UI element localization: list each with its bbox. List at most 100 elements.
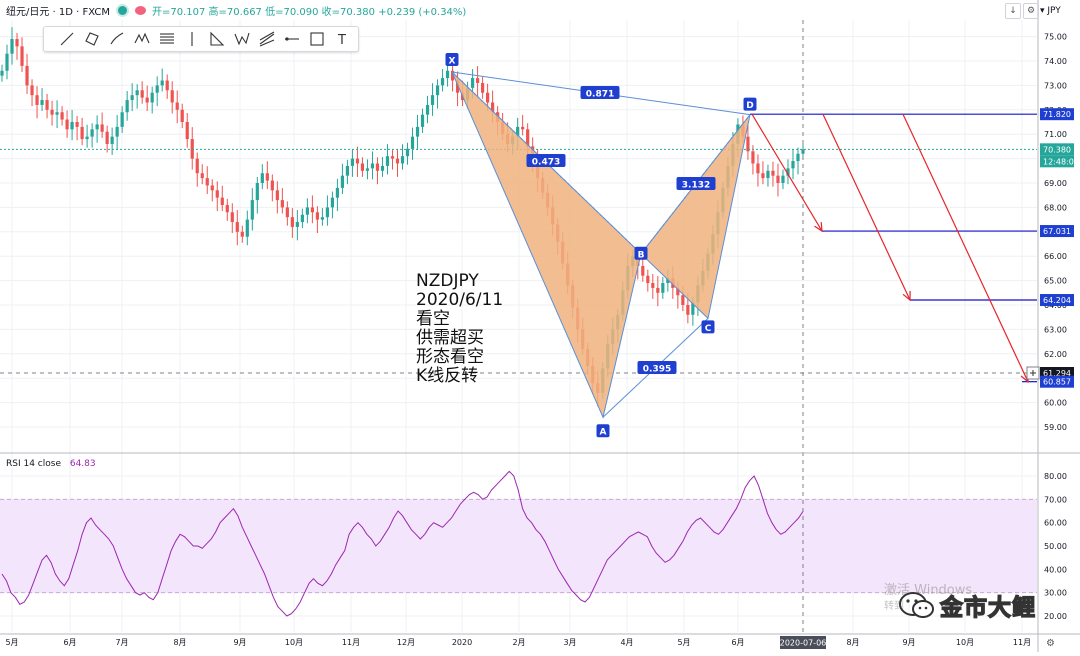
pattern-icon-hit[interactable] xyxy=(131,28,153,50)
current-date-tag: 2020-07-06 xyxy=(780,636,826,649)
analysis-annotation: NZDJPY 2020/6/11 看空 供需超买 形态看空 K线反转 xyxy=(416,272,503,386)
pattern-point-x[interactable]: X xyxy=(445,52,459,66)
target-arrow-2-head xyxy=(902,291,911,302)
candle-body xyxy=(215,190,219,198)
xabcd-icon[interactable] xyxy=(231,28,253,50)
candle-body xyxy=(315,212,319,220)
target-arrow-1[interactable] xyxy=(751,113,823,233)
currency-dropdown-icon[interactable]: ▾ xyxy=(1040,6,1048,16)
square-icon-hit[interactable] xyxy=(306,28,328,50)
watermark-line: 转到 xyxy=(884,601,904,612)
candle-body xyxy=(115,126,119,137)
pattern-point-a-box xyxy=(596,424,610,438)
trend-line-icon[interactable] xyxy=(56,28,78,50)
pattern-point-b[interactable]: B xyxy=(634,246,648,261)
candle-body xyxy=(475,78,480,83)
candle-body xyxy=(200,173,204,179)
fib-icon[interactable] xyxy=(156,28,178,50)
candle-body xyxy=(125,100,129,113)
square-icon-shape xyxy=(310,32,324,46)
candle-body xyxy=(791,161,795,169)
candle-body xyxy=(756,163,760,174)
candle-body xyxy=(105,131,109,144)
annotation-line: 形态看空 xyxy=(416,347,484,367)
target-arrow-2[interactable] xyxy=(822,113,911,302)
price-tag-level-3-box xyxy=(1040,294,1074,307)
candle-body xyxy=(385,156,390,166)
candle-body xyxy=(470,78,475,88)
target-arrow-3-shaft xyxy=(902,113,1029,382)
ohlc-values: 开=70.107 高=70.667 低=70.090 收=70.380 +0.2… xyxy=(152,7,467,18)
rsi-tick-label: 50.00 xyxy=(1044,542,1067,551)
price-tick-label: 60.00 xyxy=(1044,399,1067,408)
candle-body xyxy=(5,53,9,71)
time-tick-label: 7月 xyxy=(115,638,128,647)
candle-body xyxy=(270,180,274,191)
fib-icon-hit[interactable] xyxy=(156,28,178,50)
time-tick-label: 12月 xyxy=(397,638,415,647)
harmonic-pattern[interactable]: X A B C D 0.871 0.473 3.132 0.395 xyxy=(445,52,757,438)
candle-body xyxy=(390,156,395,159)
price-tag-last-text: 70.380 xyxy=(1043,145,1071,154)
pitchfork-icon-shape xyxy=(259,31,275,41)
rectangle-icon[interactable] xyxy=(81,28,103,50)
pattern-point-a[interactable]: A xyxy=(596,424,610,438)
candle-body xyxy=(80,126,84,140)
brush-icon[interactable] xyxy=(106,28,128,50)
rectangle-icon-hit[interactable] xyxy=(81,28,103,50)
status-dot-icon[interactable] xyxy=(116,4,129,17)
vertical-line-icon[interactable] xyxy=(181,28,203,50)
pattern-icon[interactable] xyxy=(131,28,153,50)
pattern-line-bd[interactable] xyxy=(640,114,751,255)
ratio-label-ab[interactable]: 0.473 xyxy=(526,154,566,168)
price-tag-level-4-box xyxy=(1040,375,1074,388)
brush-icon-hit[interactable] xyxy=(106,28,128,50)
price-tag-level-2-box xyxy=(1040,225,1074,238)
crosshair-plus-icon[interactable] xyxy=(1026,366,1040,380)
pattern-point-x-box xyxy=(445,52,459,66)
square-icon[interactable] xyxy=(306,28,328,50)
triangle-icon[interactable] xyxy=(206,28,228,50)
target-levels[interactable] xyxy=(750,113,1037,383)
time-tick-label: 2020 xyxy=(452,638,472,647)
candle-body xyxy=(100,124,104,132)
time-tick-label: 5月 xyxy=(5,638,18,647)
candle-body xyxy=(355,158,360,164)
pattern-point-d[interactable]: D xyxy=(743,97,757,112)
ratio-label-xb[interactable]: 0.871 xyxy=(580,86,620,100)
symbol-label[interactable]: 纽元/日元 · 1D · FXCM xyxy=(6,7,110,18)
pattern-point-c[interactable]: C xyxy=(701,320,715,334)
xabcd-icon-hit[interactable] xyxy=(231,28,253,50)
price-tick-label: 71.00 xyxy=(1044,130,1067,139)
candle-body xyxy=(75,122,79,127)
candle-body xyxy=(450,70,455,81)
candle-body xyxy=(140,90,144,98)
price-tag-countdown-text: 12:48:00 xyxy=(1043,157,1079,166)
symbol-header: 纽元/日元 · 1D · FXCM 开=70.107 高=70.667 低=70… xyxy=(6,3,466,18)
gear-icon[interactable]: ⚙ xyxy=(1023,3,1039,19)
ray-icon[interactable] xyxy=(281,28,303,50)
candle-body xyxy=(245,219,249,237)
settings-gear-icon[interactable]: ⚙ xyxy=(1046,638,1055,649)
toolbar-icons: T xyxy=(56,28,353,50)
price-tick-label: 63.00 xyxy=(1044,325,1067,334)
pitchfork-icon[interactable] xyxy=(256,28,278,50)
ratio-label-bd[interactable]: 3.132 xyxy=(676,177,716,191)
time-tick-label: 10月 xyxy=(956,638,974,647)
candle-body xyxy=(370,163,375,169)
candle-body xyxy=(295,222,299,227)
rsi-legend[interactable]: RSI 14 close 64.83 xyxy=(6,459,96,469)
candle-body xyxy=(481,82,485,93)
ratio-label-ac[interactable]: 0.395 xyxy=(637,361,677,375)
candle-body xyxy=(85,136,89,140)
text-icon[interactable]: T xyxy=(331,28,353,50)
candle-body xyxy=(340,175,345,188)
currency-label: ▾ JPY xyxy=(1040,6,1061,16)
rectangle-icon-shape xyxy=(85,32,99,46)
candle-body xyxy=(691,302,695,315)
arrow-down-icon[interactable]: ↓ xyxy=(1005,3,1021,19)
replay-icon[interactable] xyxy=(135,6,146,15)
candle-body xyxy=(305,207,309,215)
candle-body xyxy=(185,122,189,140)
